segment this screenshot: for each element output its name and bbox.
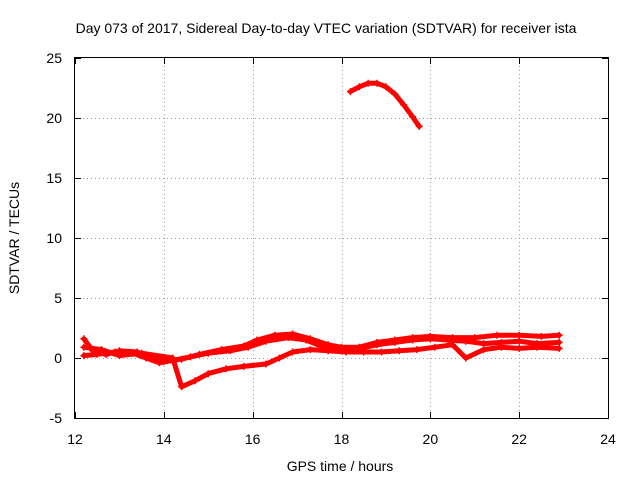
data-point	[515, 344, 523, 352]
series-track-b	[80, 334, 563, 367]
data-point	[400, 101, 408, 109]
y-tick-label: 25	[46, 50, 62, 66]
x-axis-label: GPS time / hours	[287, 458, 394, 474]
data-point	[537, 332, 545, 340]
data-point	[80, 343, 88, 351]
data-point	[324, 347, 332, 355]
data-point	[98, 346, 106, 354]
data-point	[262, 337, 270, 345]
data-point	[426, 335, 434, 343]
data-point	[115, 352, 123, 360]
data-point	[555, 338, 563, 346]
data-point	[346, 88, 354, 96]
data-point	[302, 336, 310, 344]
data-point	[444, 336, 452, 344]
data-point	[138, 349, 146, 357]
data-point	[284, 334, 292, 342]
data-point	[395, 347, 403, 355]
x-tick-labels: 12 14 16 18 20 22 24	[67, 431, 616, 447]
data-point	[515, 337, 523, 345]
y-tick-label: 20	[46, 110, 62, 126]
data-point	[80, 352, 88, 360]
x-tick-label: 22	[511, 431, 527, 447]
data-point	[186, 353, 194, 361]
data-point	[306, 346, 314, 354]
y-tick-label: -5	[50, 410, 63, 426]
data-point	[377, 348, 385, 356]
data-point	[275, 354, 283, 362]
data-point	[515, 331, 523, 339]
data-point	[449, 341, 457, 349]
data-point	[240, 362, 248, 370]
series-band	[81, 335, 562, 366]
data-point	[360, 348, 368, 356]
data-point	[244, 343, 252, 351]
data-point	[555, 331, 563, 339]
data-point	[415, 122, 423, 130]
x-tick-label: 18	[334, 431, 350, 447]
data-point	[178, 383, 186, 391]
data-point	[555, 344, 563, 352]
data-point	[391, 90, 399, 98]
x-tick-label: 14	[156, 431, 172, 447]
data-point	[533, 343, 541, 351]
data-point	[480, 346, 488, 354]
data-point	[355, 83, 363, 91]
data-point	[364, 79, 372, 87]
series-track-c	[80, 341, 563, 391]
data-point	[497, 343, 505, 351]
data-point	[391, 338, 399, 346]
series-track-d	[346, 79, 423, 130]
x-tick-label: 24	[600, 431, 616, 447]
data-point	[155, 359, 163, 367]
data-point	[409, 113, 417, 121]
data-point	[480, 340, 488, 348]
data-point	[226, 347, 234, 355]
y-tick-labels: -5 0 5 10 15 20 25	[46, 50, 62, 426]
data-point	[222, 365, 230, 373]
series-band	[347, 80, 422, 129]
data-point	[169, 354, 177, 362]
data-point	[462, 354, 470, 362]
x-tick-label: 16	[245, 431, 261, 447]
data-point	[382, 83, 390, 91]
y-tick-label: 5	[54, 290, 62, 306]
y-axis-label: SDTVAR / TECUs	[6, 182, 22, 294]
data-point	[262, 360, 270, 368]
data-point	[204, 349, 212, 357]
data-point	[493, 331, 501, 339]
data-point	[80, 335, 88, 343]
axis-ticks	[75, 58, 609, 419]
x-tick-label: 20	[423, 431, 439, 447]
data-point	[462, 337, 470, 345]
plot-frame	[74, 57, 609, 419]
data-point	[204, 370, 212, 378]
y-tick-label: 10	[46, 230, 62, 246]
y-tick-label: 0	[54, 350, 62, 366]
data-point	[342, 348, 350, 356]
data-point	[289, 348, 297, 356]
y-tick-label: 15	[46, 170, 62, 186]
data-point	[413, 346, 421, 354]
chart-title: Day 073 of 2017, Sidereal Day-to-day VTE…	[76, 20, 577, 36]
data-point	[191, 377, 199, 385]
data-point	[409, 336, 417, 344]
x-tick-label: 12	[67, 431, 83, 447]
data-point	[431, 343, 439, 351]
data-point	[373, 79, 381, 87]
grid	[75, 58, 608, 418]
data-point	[93, 350, 101, 358]
data-layer	[80, 79, 563, 391]
data-point	[373, 341, 381, 349]
series-band	[81, 342, 562, 390]
